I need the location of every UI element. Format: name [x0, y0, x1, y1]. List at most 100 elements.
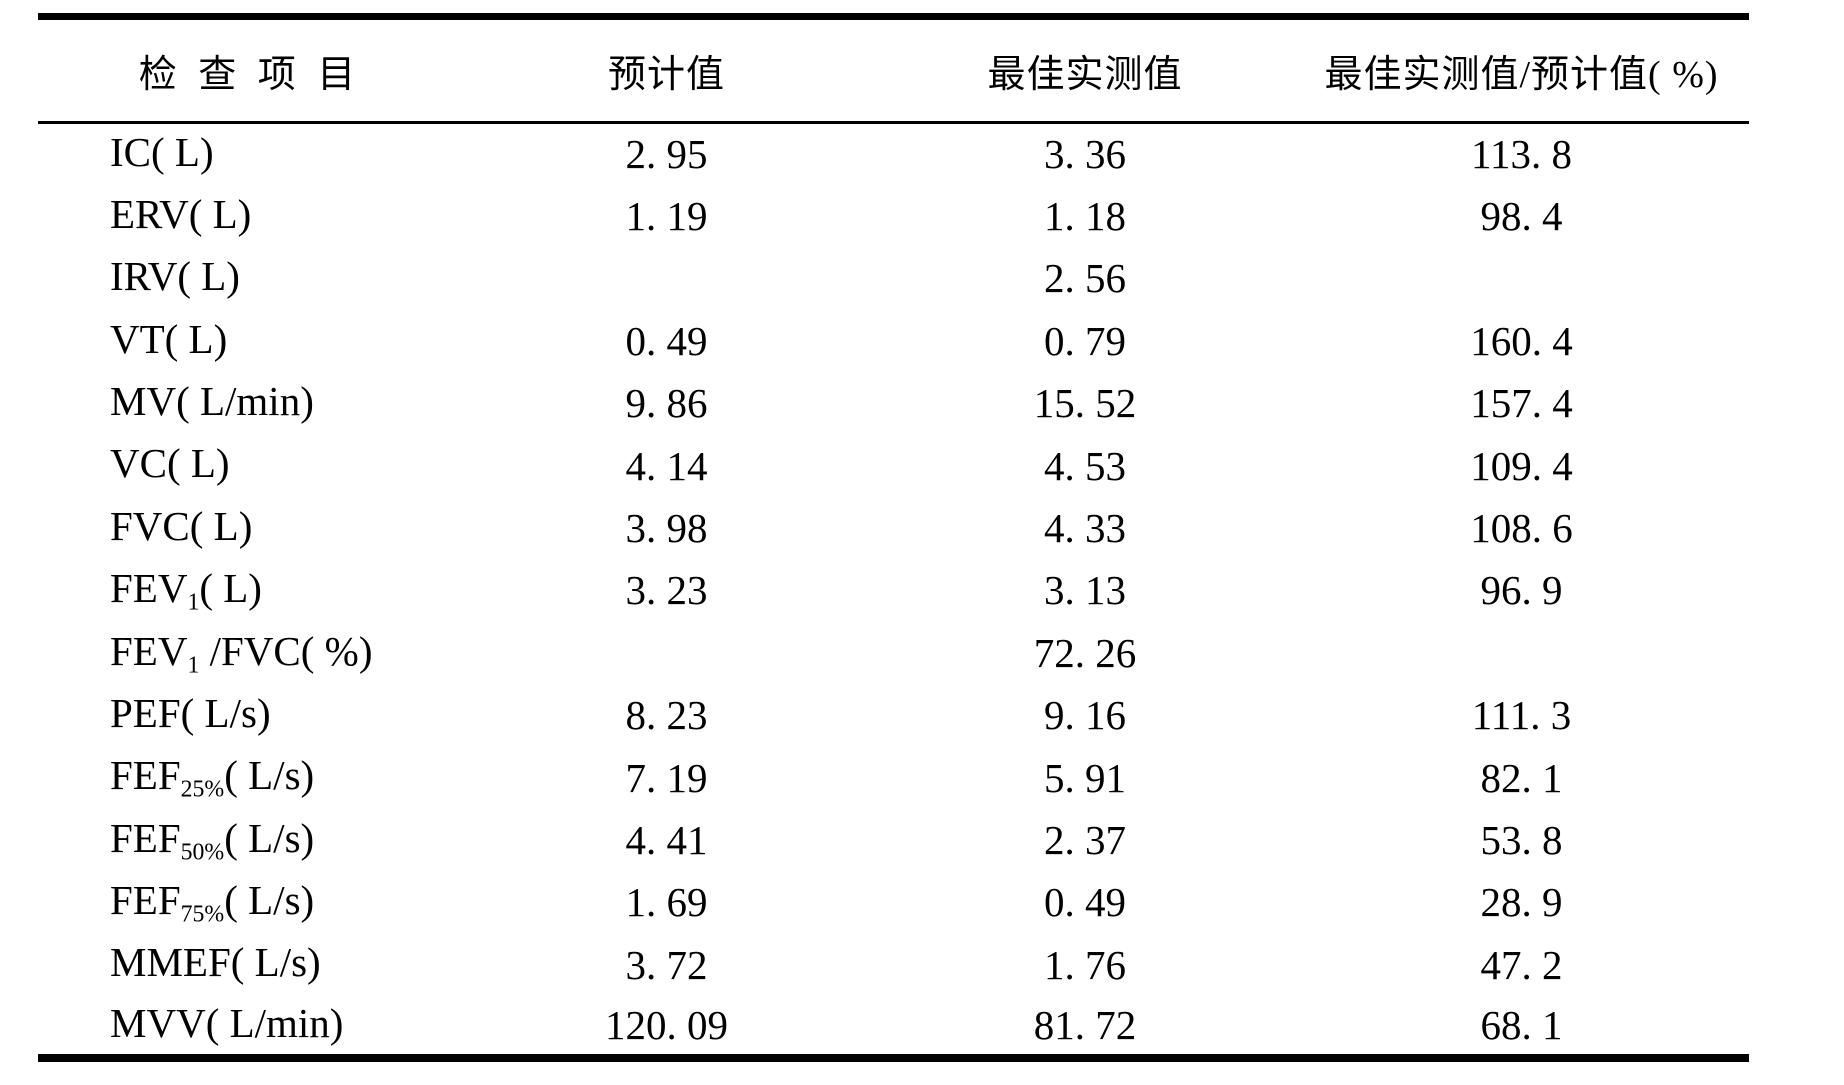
pulmonary-function-results-table: 检 查 项 目 预计值 最佳实测值 最佳实测值/预计值( %) IC( L) 2… [38, 13, 1749, 1063]
test-item-unit: ( L) [166, 440, 230, 487]
table-row: FEV1( L) 3. 23 3. 13 96. 9 [38, 559, 1749, 621]
test-item-subscript: 25% [180, 776, 225, 803]
predicted-value-cell: 9. 86 [625, 380, 708, 427]
predicted-value-cell: 1. 69 [625, 879, 708, 926]
test-item-unit: ( L/s) [224, 752, 315, 799]
test-item-unit: ( L) [177, 253, 240, 300]
measured-value-cell: 2. 37 [1044, 816, 1126, 863]
test-item-unit: ( L) [164, 315, 228, 362]
test-item-cell: MV( L/min) [38, 372, 457, 434]
measured-value-cell: 72. 26 [1033, 629, 1137, 676]
test-item-cell: FEF25%( L/s) [38, 746, 457, 808]
table-row: FVC( L) 3. 98 4. 33 108. 6 [38, 497, 1749, 559]
test-item-subscript: 75% [180, 901, 225, 928]
test-item-name: MVV [110, 999, 206, 1046]
column-header-predicted-value: 预计值 [607, 54, 725, 96]
predicted-value-cell: 2. 95 [625, 131, 708, 178]
test-item-name: PEF [110, 689, 181, 736]
table-row: MV( L/min) 9. 86 15. 52 157. 4 [38, 372, 1749, 434]
test-item-name: MV [110, 377, 177, 424]
test-item-name: IC [110, 129, 151, 176]
test-item-name: IRV [110, 253, 178, 300]
measured-value-cell: 1. 18 [1044, 193, 1126, 240]
predicted-value-cell [457, 622, 876, 684]
test-item-subscript: 50% [180, 839, 225, 866]
test-item-cell: IC( L) [38, 123, 457, 185]
ratio-value-cell: 109. 4 [1470, 442, 1573, 489]
test-item-name: ERV [110, 190, 189, 237]
test-item-cell: ERV( L) [38, 185, 457, 247]
ratio-value-cell: 28. 9 [1480, 879, 1563, 926]
test-item-cell: PEF( L/s) [38, 684, 457, 746]
test-item-name: FEF [110, 877, 181, 924]
measured-value-cell: 9. 16 [1044, 692, 1126, 739]
predicted-value-cell: 4. 41 [625, 816, 708, 863]
test-item-cell: IRV( L) [38, 247, 457, 309]
predicted-value-cell: 1. 19 [625, 193, 708, 240]
test-item-unit: /FVC( %) [199, 627, 373, 674]
column-header-best-measured-value: 最佳实测值 [987, 54, 1183, 96]
test-item-cell: FVC( L) [38, 497, 457, 559]
ratio-value-cell: 111. 3 [1471, 692, 1572, 739]
test-item-unit: ( L) [188, 190, 252, 237]
test-item-cell: FEV1( L) [38, 559, 457, 621]
test-item-unit: ( L) [199, 565, 262, 612]
column-header-test-item: 检 查 项 目 [138, 54, 357, 96]
column-header-measured-predicted-ratio: 最佳实测值/预计值( %) [1324, 54, 1719, 96]
ratio-value-cell: 53. 8 [1480, 816, 1563, 863]
table-body: IC( L) 2. 95 3. 36 113. 8 ERV( L) 1. 19 … [38, 123, 1749, 1059]
table-row: MVV( L/min) 120. 09 81. 72 68. 1 [38, 996, 1749, 1058]
test-item-name: FEV [110, 565, 188, 612]
table-row: FEF50%( L/s) 4. 41 2. 37 53. 8 [38, 809, 1749, 871]
test-item-subscript: 1 [187, 589, 200, 616]
predicted-value-cell: 4. 14 [625, 442, 708, 489]
ratio-value-cell [1294, 622, 1749, 684]
test-item-name: FEF [110, 752, 181, 799]
measured-value-cell: 0. 49 [1044, 879, 1126, 926]
predicted-value-cell: 120. 09 [605, 1002, 728, 1049]
table-row: FEF75%( L/s) 1. 69 0. 49 28. 9 [38, 871, 1749, 933]
measured-value-cell: 0. 79 [1044, 317, 1126, 364]
test-item-cell: FEF50%( L/s) [38, 809, 457, 871]
test-item-unit: ( L/s) [180, 689, 271, 736]
test-item-name: FVC [110, 502, 190, 549]
test-item-unit: ( L/min) [205, 999, 344, 1046]
test-item-name: VT [110, 315, 165, 362]
ratio-value-cell: 98. 4 [1480, 193, 1563, 240]
ratio-value-cell: 47. 2 [1480, 941, 1563, 988]
measured-value-cell: 1. 76 [1044, 941, 1126, 988]
predicted-value-cell [457, 247, 876, 309]
predicted-value-cell: 8. 23 [625, 692, 708, 739]
test-item-unit: ( L/min) [176, 377, 314, 424]
ratio-value-cell: 68. 1 [1480, 1002, 1563, 1049]
predicted-value-cell: 3. 23 [625, 567, 708, 614]
test-item-unit: ( L/s) [224, 814, 315, 861]
predicted-value-cell: 3. 98 [625, 505, 708, 552]
ratio-value-cell [1294, 247, 1749, 309]
table-row: PEF( L/s) 8. 23 9. 16 111. 3 [38, 684, 1749, 746]
predicted-value-cell: 0. 49 [625, 317, 708, 364]
ratio-value-cell: 96. 9 [1480, 567, 1563, 614]
table-row: IRV( L) 2. 56 [38, 247, 1749, 309]
test-item-cell: FEV1 /FVC( %) [38, 622, 457, 684]
table-row: IC( L) 2. 95 3. 36 113. 8 [38, 123, 1749, 185]
measured-value-cell: 3. 13 [1044, 567, 1126, 614]
ratio-value-cell: 108. 6 [1470, 505, 1573, 552]
test-item-cell: FEF75%( L/s) [38, 871, 457, 933]
measured-value-cell: 4. 33 [1044, 505, 1126, 552]
header-row: 检 查 项 目 预计值 最佳实测值 最佳实测值/预计值( %) [38, 17, 1749, 123]
test-item-cell: VT( L) [38, 310, 457, 372]
measured-value-cell: 4. 53 [1044, 442, 1126, 489]
table-row: VT( L) 0. 49 0. 79 160. 4 [38, 310, 1749, 372]
ratio-value-cell: 157. 4 [1470, 380, 1573, 427]
test-item-name: FEV [110, 627, 188, 674]
table-row: MMEF( L/s) 3. 72 1. 76 47. 2 [38, 934, 1749, 996]
test-item-unit: ( L/s) [230, 939, 321, 986]
ratio-value-cell: 113. 8 [1471, 131, 1572, 178]
measured-value-cell: 2. 56 [1044, 255, 1126, 302]
measured-value-cell: 15. 52 [1033, 380, 1137, 427]
test-item-cell: MMEF( L/s) [38, 934, 457, 996]
test-item-subscript: 1 [187, 652, 200, 679]
measured-value-cell: 3. 36 [1044, 131, 1126, 178]
